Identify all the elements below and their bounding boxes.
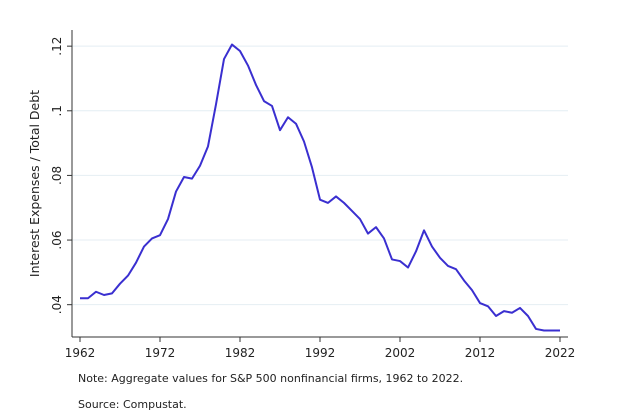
x-tick-label: 2012 [465, 346, 496, 360]
y-tick-label: .04 [50, 295, 64, 314]
series-line-interest-to-debt [80, 43, 560, 332]
x-tick-label: 1972 [145, 346, 176, 360]
y-tick-label: .06 [50, 231, 64, 250]
line-chart: .04 .06 .08 .1 .12 1962 1972 1982 1992 2002 2012 20… [27, 30, 575, 360]
x-tick-label: 1962 [65, 346, 96, 360]
x-tick-label: 1992 [305, 346, 336, 360]
y-axis-title: Interest Expenses / Total Debt [27, 90, 42, 277]
y-tick-label: .08 [50, 166, 64, 185]
x-tick-label: 2002 [385, 346, 416, 360]
axes [67, 30, 568, 342]
chart-note: Note: Aggregate values for S&P 500 nonfi… [78, 372, 464, 385]
x-tick-label: 1982 [225, 346, 256, 360]
x-tick-label: 2022 [545, 346, 576, 360]
y-tick-label: .1 [50, 105, 64, 116]
y-tick-label: .12 [50, 37, 64, 56]
grid-lines [72, 45, 568, 306]
chart-source: Source: Compustat. [78, 398, 187, 411]
tick-labels: .04 .06 .08 .1 .12 1962 1972 1982 1992 2002 2012 20… [50, 37, 575, 360]
